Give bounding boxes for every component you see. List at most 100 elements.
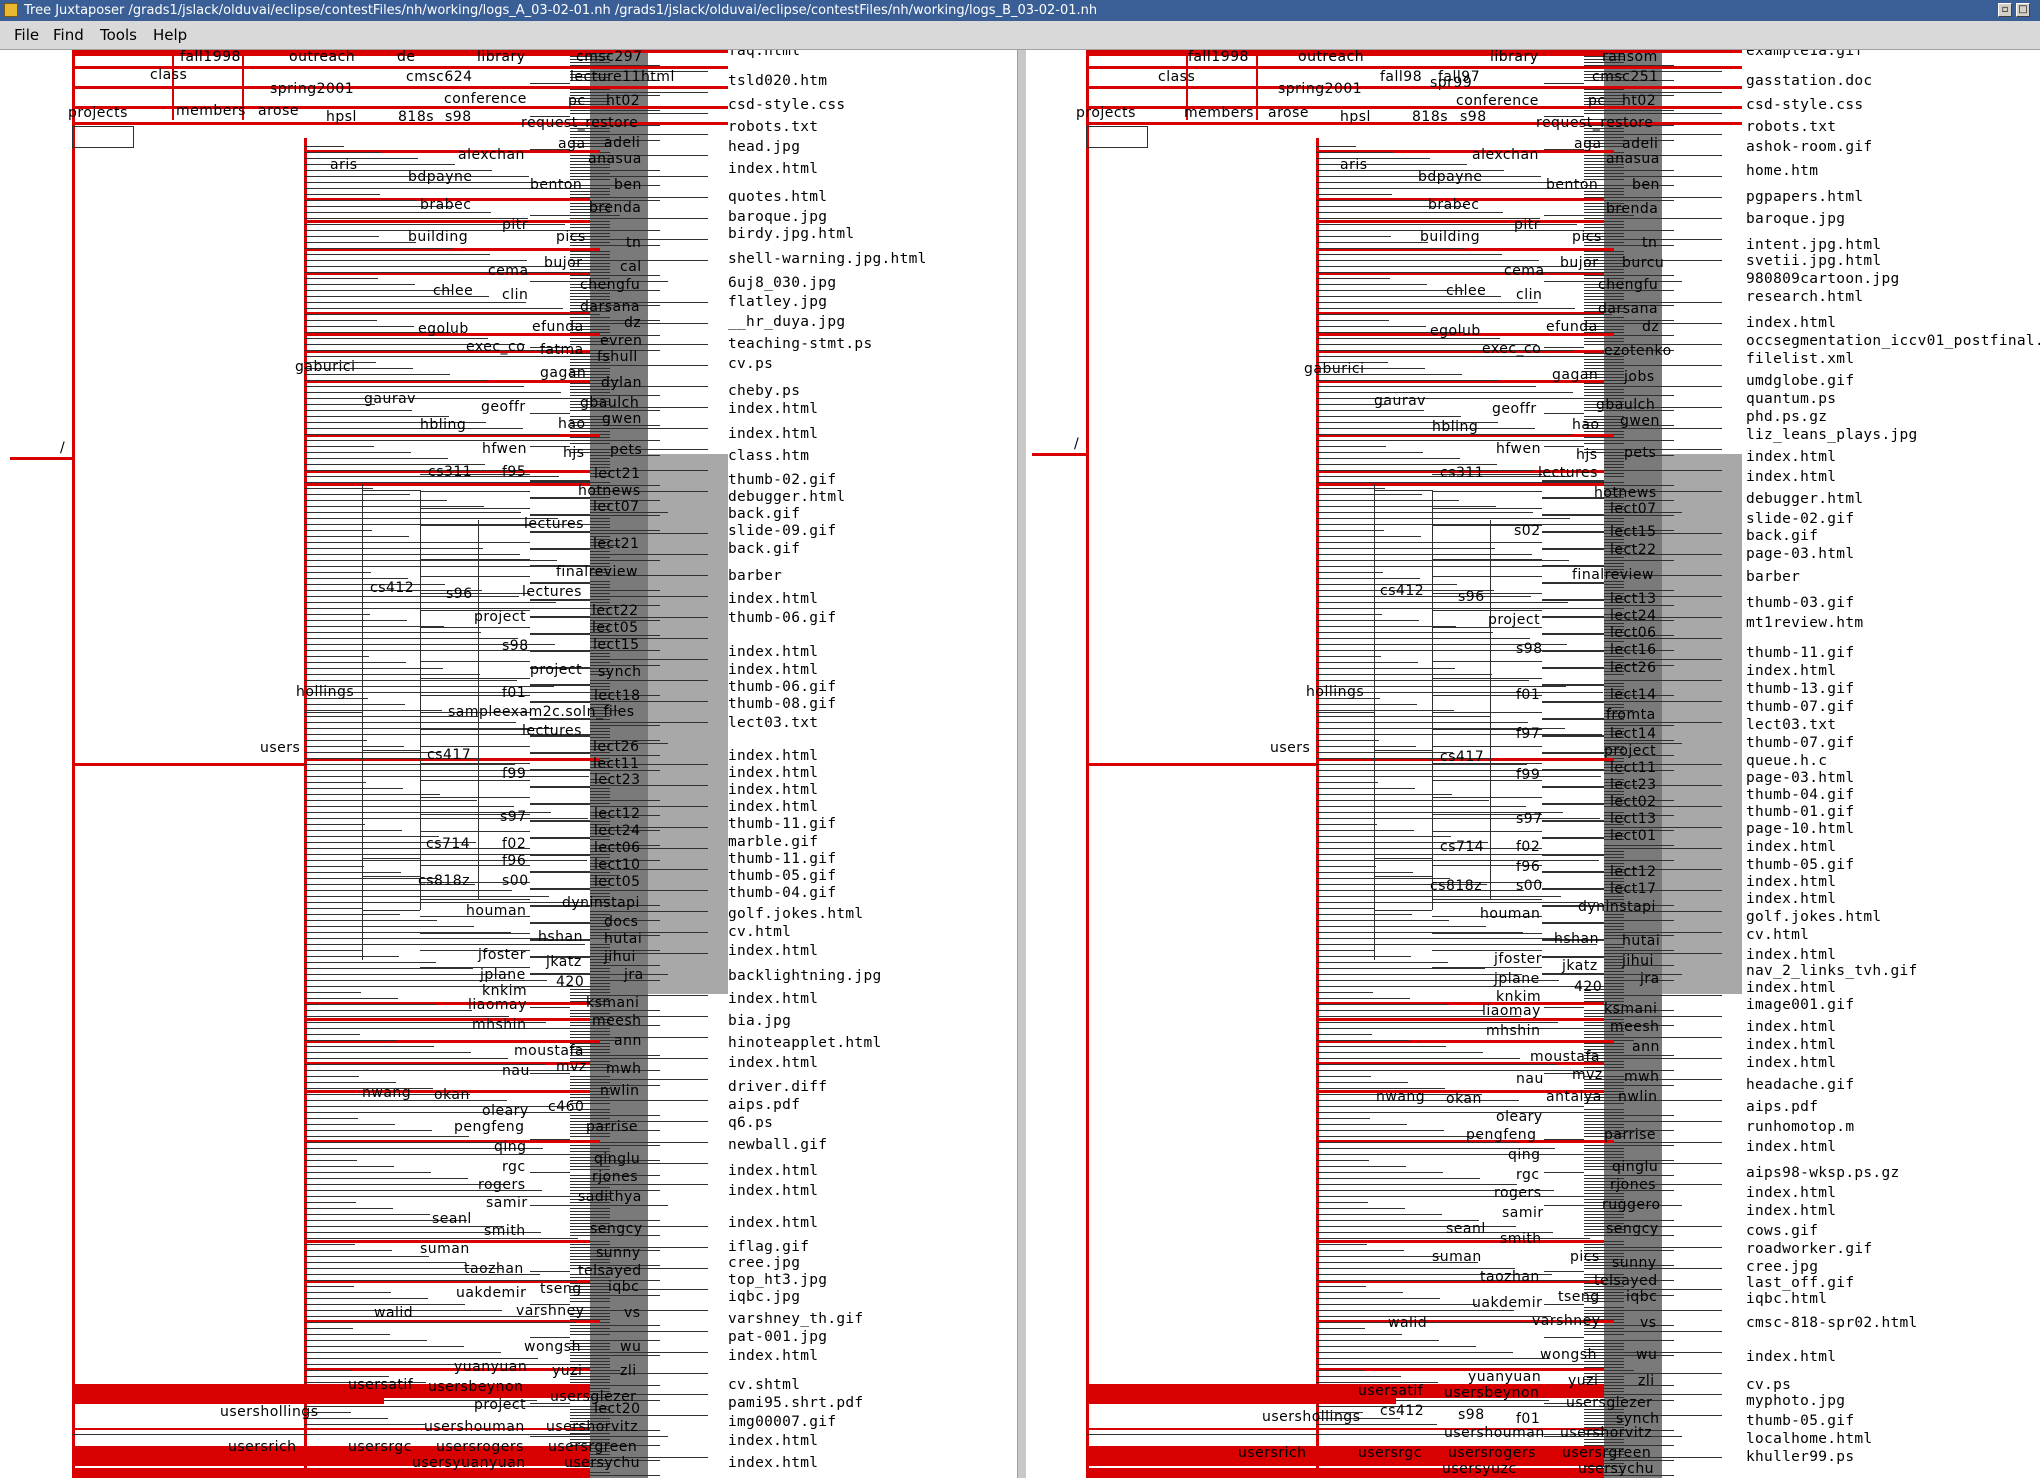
file-leaf-label[interactable]: myphoto.jpg <box>1746 1393 1846 1409</box>
file-leaf-label[interactable]: index.html <box>1746 469 1837 485</box>
file-leaf-label[interactable]: iqbc.html <box>1746 1291 1828 1307</box>
node-label[interactable]: usershollings <box>1262 1409 1361 1425</box>
node-label[interactable]: pitr <box>502 217 529 233</box>
node-label[interactable]: gaurav <box>1374 393 1426 409</box>
node-label[interactable]: efunda <box>532 319 584 335</box>
node-label[interactable]: f02 <box>502 836 527 852</box>
node-label[interactable]: houman <box>466 903 527 919</box>
node-label[interactable]: varshney <box>516 1303 585 1319</box>
file-leaf-label[interactable]: newball.gif <box>728 1137 828 1153</box>
node-label[interactable]: class <box>1158 69 1196 85</box>
node-label[interactable]: usershouman <box>1444 1425 1545 1441</box>
node-label[interactable]: lect24 <box>1610 608 1657 624</box>
node-label[interactable]: lect13 <box>1610 811 1657 827</box>
node-label[interactable]: lect12 <box>594 806 641 822</box>
node-label[interactable]: f96 <box>502 853 527 869</box>
node-label[interactable]: users <box>1270 740 1311 756</box>
file-leaf-label[interactable]: aips.pdf <box>728 1097 801 1113</box>
node-label[interactable]: usersrgc <box>348 1439 412 1455</box>
node-label[interactable]: jra <box>1640 971 1660 987</box>
file-leaf-label[interactable]: robots.txt <box>1746 119 1837 135</box>
file-leaf-label[interactable]: thumb-04.gif <box>1746 787 1855 803</box>
node-label[interactable]: uakdemir <box>456 1285 527 1301</box>
node-label[interactable]: lect23 <box>1610 777 1657 793</box>
node-label[interactable]: aga <box>558 136 586 152</box>
file-leaf-label[interactable]: lect03.txt <box>728 715 819 731</box>
node-label[interactable]: nau <box>502 1063 530 1079</box>
node-label[interactable]: qing <box>494 1139 527 1155</box>
file-leaf-label[interactable]: liz_leans_plays.jpg <box>1746 427 1918 443</box>
node-label[interactable]: lect22 <box>1610 542 1657 558</box>
node-label[interactable]: hbling <box>1432 419 1479 435</box>
file-leaf-label[interactable]: driver.diff <box>728 1079 828 1095</box>
node-label[interactable]: parrise <box>1604 1127 1657 1143</box>
file-leaf-label[interactable]: cmsc-818-spr02.html <box>1746 1315 1918 1331</box>
file-leaf-label[interactable]: cv.shtml <box>728 1377 801 1393</box>
file-leaf-label[interactable]: cree.jpg <box>728 1255 801 1271</box>
file-leaf-label[interactable]: shell-warning.jpg.html <box>728 251 927 267</box>
node-label[interactable]: dz <box>624 315 642 331</box>
file-leaf-label[interactable]: thumb-06.gif <box>728 610 837 626</box>
node-label[interactable]: lect10 <box>594 857 641 873</box>
node-label[interactable]: houman <box>1480 906 1541 922</box>
node-label[interactable]: ransom <box>1602 50 1658 65</box>
node-label[interactable]: projects <box>1076 105 1136 121</box>
node-label[interactable]: jfoster <box>478 947 527 963</box>
node-label[interactable]: conference <box>444 91 527 107</box>
file-leaf-label[interactable]: thumb-07.gif <box>1746 699 1855 715</box>
node-label[interactable]: chlee <box>1446 283 1487 299</box>
node-label[interactable]: pics <box>1570 1249 1600 1265</box>
file-leaf-label[interactable]: birdy.jpg.html <box>728 226 855 242</box>
node-label[interactable]: hao <box>558 416 586 432</box>
node-label[interactable]: outreach <box>289 50 356 65</box>
node-label[interactable]: yuanyuan <box>454 1359 528 1375</box>
node-label[interactable]: project <box>1488 612 1541 628</box>
node-label[interactable]: lect11 <box>593 756 640 772</box>
menu-tools[interactable]: Tools <box>100 26 137 44</box>
node-label[interactable]: lect14 <box>1610 726 1657 742</box>
file-leaf-label[interactable]: 6uj8_030.jpg <box>728 275 837 291</box>
file-leaf-label[interactable]: index.html <box>1746 1139 1837 1155</box>
node-label[interactable]: fall98 <box>1380 69 1423 85</box>
file-leaf-label[interactable]: index.html <box>1746 980 1837 996</box>
node-label[interactable]: sengcy <box>590 1221 643 1237</box>
file-leaf-label[interactable]: khuller99.ps <box>1746 1449 1855 1465</box>
node-label[interactable]: pc <box>568 93 586 109</box>
node-label[interactable]: spr99 <box>1430 75 1473 91</box>
node-label[interactable]: walid <box>374 1305 414 1321</box>
node-label[interactable]: aris <box>1340 157 1368 173</box>
file-leaf-label[interactable]: mt1review.htm <box>1746 615 1864 631</box>
node-label[interactable]: cs714 <box>1440 839 1485 855</box>
file-leaf-label[interactable]: marble.gif <box>728 834 819 850</box>
node-label[interactable]: sadithya <box>578 1189 642 1205</box>
node-label[interactable]: lect20 <box>594 1401 641 1417</box>
file-leaf-label[interactable]: roadworker.gif <box>1746 1241 1873 1257</box>
file-leaf-label[interactable]: csd-style.css <box>728 97 846 113</box>
node-label[interactable]: synch <box>1616 1411 1660 1427</box>
node-label[interactable]: walid <box>1388 1315 1428 1331</box>
file-leaf-label[interactable]: runhomotop.m <box>1746 1119 1855 1135</box>
file-leaf-label[interactable]: csd-style.css <box>1746 97 1864 113</box>
node-label[interactable]: s96 <box>1458 589 1485 605</box>
node-label[interactable]: vs <box>1640 1315 1657 1331</box>
file-leaf-label[interactable]: flatley.jpg <box>728 294 828 310</box>
node-label[interactable]: cs818z <box>418 873 471 889</box>
node-label[interactable]: cmsc624 <box>406 69 473 85</box>
file-leaf-label[interactable]: slide-02.gif <box>1746 511 1855 527</box>
node-label[interactable]: building <box>1420 229 1481 245</box>
node-label[interactable]: chlee <box>433 283 474 299</box>
node-label[interactable]: sunny <box>596 1245 641 1261</box>
menu-file[interactable]: File <box>14 26 40 44</box>
node-label[interactable]: docs <box>604 914 639 930</box>
node-label[interactable]: geoffr <box>1492 401 1537 417</box>
file-leaf-label[interactable]: baroque.jpg <box>728 209 828 225</box>
node-label[interactable]: rgc <box>1516 1167 1540 1183</box>
file-leaf-label[interactable]: barber <box>1746 569 1801 585</box>
node-label[interactable]: jkatz <box>1562 958 1598 974</box>
node-label[interactable]: mhshin <box>472 1017 527 1033</box>
node-label[interactable]: hollings <box>296 684 355 700</box>
node-label[interactable]: ezotenko <box>1604 343 1672 359</box>
node-label[interactable]: sampleexam2c.soln_files <box>448 704 635 720</box>
node-label[interactable]: hpsl <box>1340 109 1371 125</box>
file-leaf-label[interactable]: cv.ps <box>1746 1377 1792 1393</box>
